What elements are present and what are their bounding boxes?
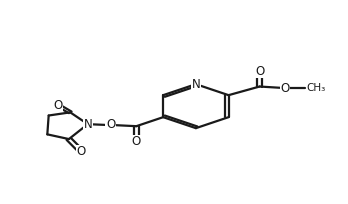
Text: O: O (255, 65, 264, 78)
Text: O: O (106, 119, 115, 131)
Text: N: N (191, 78, 200, 91)
Text: N: N (84, 118, 92, 131)
Text: O: O (53, 99, 62, 112)
Text: O: O (77, 145, 86, 158)
Text: O: O (280, 82, 290, 95)
Text: CH₃: CH₃ (307, 83, 326, 93)
Text: O: O (132, 135, 141, 148)
